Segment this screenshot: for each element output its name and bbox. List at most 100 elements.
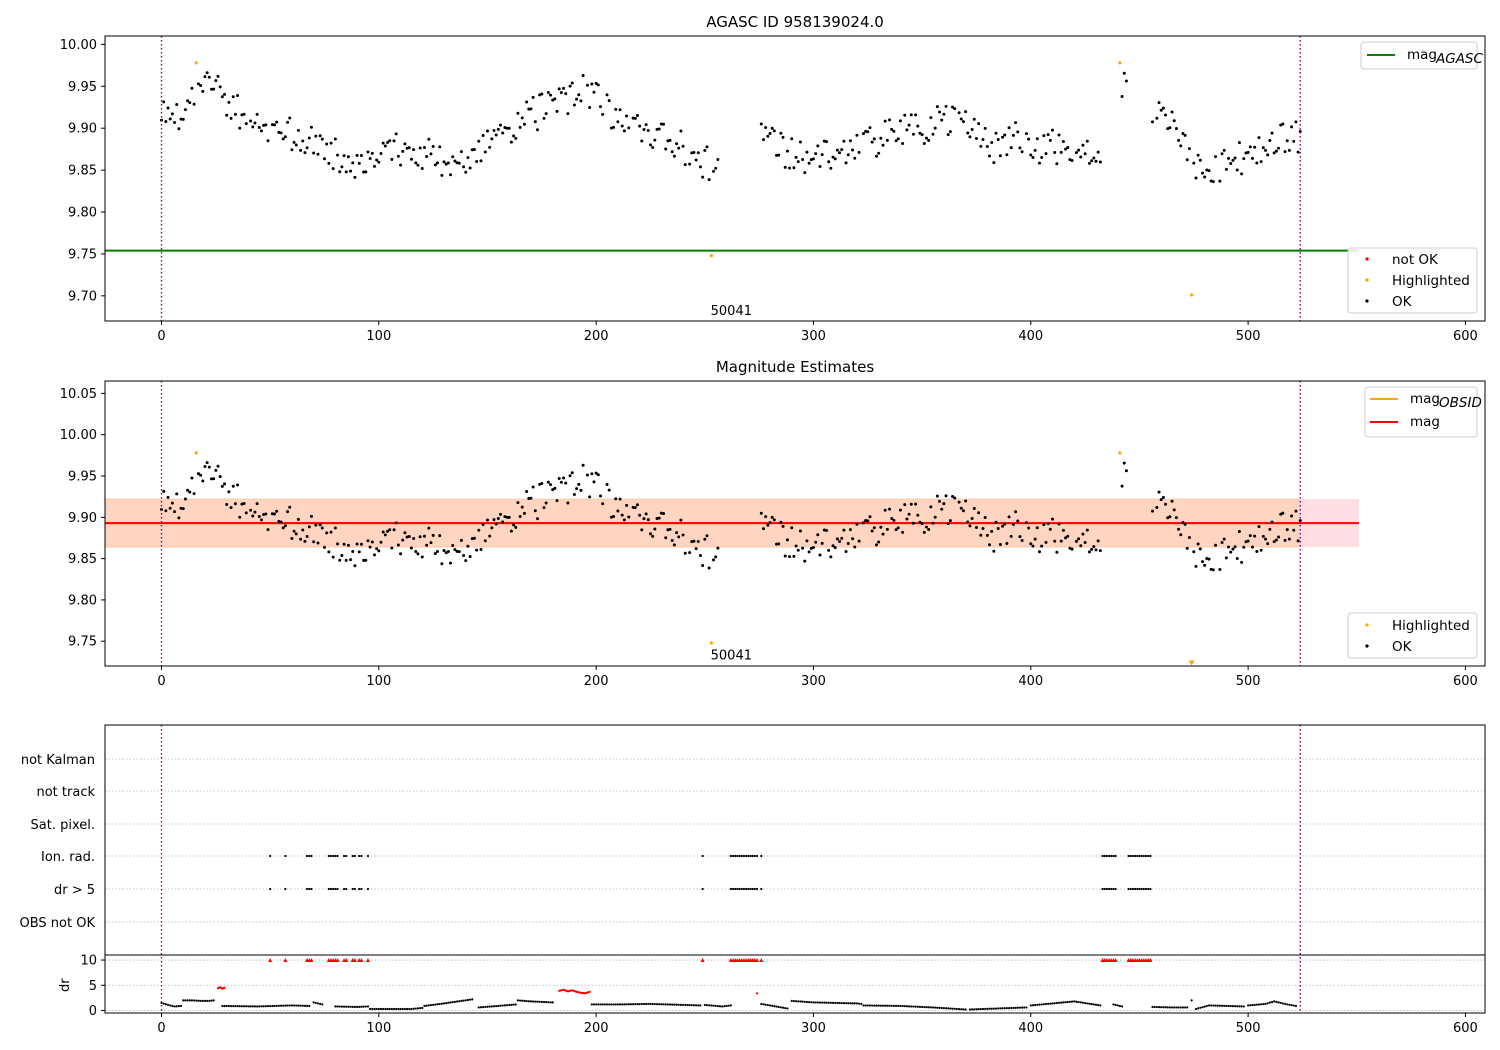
flag-point-dr-5 [334, 887, 337, 891]
ok-point [225, 503, 229, 507]
highlighted-point [1118, 61, 1122, 65]
dr-point [877, 1004, 880, 1007]
ok-point [653, 138, 657, 142]
ok-point [1029, 542, 1033, 546]
dr-point [221, 1004, 224, 1008]
ok-point [622, 129, 626, 133]
ok-point [173, 510, 177, 514]
ok-point [653, 527, 657, 531]
ok-point [1001, 135, 1005, 139]
ok-point [698, 165, 702, 169]
ok-point [501, 131, 505, 135]
dr-point [190, 999, 194, 1002]
ok-point [223, 482, 227, 486]
ok-point [1122, 71, 1126, 75]
ok-point [490, 526, 494, 530]
dr-point [894, 1004, 898, 1007]
ok-point [931, 521, 935, 525]
ok-point [442, 548, 446, 552]
ok-point [557, 87, 561, 91]
dr-point [984, 1007, 987, 1011]
dr-point [1038, 1003, 1041, 1006]
ok-point [275, 509, 279, 513]
ok-point [440, 173, 444, 177]
ok-point [451, 543, 455, 547]
dr-point [349, 1005, 352, 1008]
ok-point [1224, 556, 1228, 560]
ok-point [888, 118, 892, 122]
dr-point [182, 999, 185, 1002]
ok-point [716, 157, 720, 161]
ok-point [1005, 153, 1009, 157]
dr-point [551, 1001, 554, 1004]
dr-point [947, 1007, 950, 1010]
ok-point [779, 131, 783, 135]
ok-point [577, 482, 581, 486]
top-ytick-label-3: 9.85 [68, 164, 97, 179]
ok-point [929, 505, 933, 509]
ok-point [209, 477, 213, 481]
ok-point [677, 146, 681, 150]
ok-point [1061, 140, 1065, 144]
flag-point-ion-rad- [353, 854, 357, 858]
ok-point [166, 495, 170, 499]
ok-point [1003, 133, 1007, 137]
dr-point [297, 1004, 300, 1007]
dr-point [814, 1001, 817, 1004]
ok-point [307, 525, 311, 529]
dr-point [1229, 1004, 1232, 1008]
top-ytick-label-1: 9.75 [68, 247, 97, 262]
ok-point [1070, 547, 1074, 551]
dr-point [1057, 1001, 1061, 1004]
ok-point [366, 539, 370, 543]
dr-point [299, 1004, 302, 1007]
dr-point [384, 1007, 387, 1011]
dr-point [1079, 1001, 1082, 1004]
ok-point [1014, 121, 1018, 125]
ok-point [431, 533, 435, 537]
dr-point [692, 1004, 696, 1007]
ok-point [322, 157, 326, 161]
dr-point [1025, 1006, 1028, 1009]
dr-point [1051, 1002, 1054, 1005]
ok-point [479, 159, 483, 163]
flag-point-dr-5 [366, 887, 370, 891]
legend-ok-middle-label: OK [1392, 639, 1413, 655]
top-ytick-label-2: 9.80 [68, 206, 97, 221]
ok-point [329, 530, 333, 534]
ok-point [366, 150, 370, 154]
flag-point-ion-rad- [749, 854, 752, 858]
ok-point [1218, 567, 1222, 571]
ok-point [449, 173, 453, 177]
ok-point [992, 549, 996, 553]
ok-point [457, 161, 461, 165]
ok-point [1272, 540, 1276, 544]
ok-point [546, 91, 550, 95]
ok-point [1187, 535, 1191, 539]
flag-point-ion-rad- [740, 854, 743, 858]
ok-point [186, 488, 190, 492]
ok-point [805, 150, 809, 154]
ok-point [588, 495, 592, 499]
ok-point [796, 548, 800, 552]
ok-point [766, 134, 770, 138]
ok-point [1214, 543, 1218, 547]
ok-point [1264, 148, 1268, 152]
dr-point [968, 1008, 972, 1011]
flag-point-dr-5 [1105, 887, 1108, 891]
ok-point [796, 160, 800, 164]
ok-point [1083, 540, 1087, 544]
ok-point [877, 540, 881, 544]
ok-point [1237, 141, 1241, 145]
ok-point [453, 159, 457, 163]
ok-point [601, 112, 605, 116]
flags-xtick-label-5: 500 [1236, 1021, 1261, 1036]
dr-point [1214, 1004, 1217, 1007]
ok-point [1042, 134, 1046, 138]
ok-point [340, 553, 344, 557]
ok-point [1090, 159, 1094, 163]
ok-point [379, 151, 383, 155]
ok-point [227, 100, 231, 104]
ok-point [468, 554, 472, 558]
ok-point [1179, 144, 1183, 148]
